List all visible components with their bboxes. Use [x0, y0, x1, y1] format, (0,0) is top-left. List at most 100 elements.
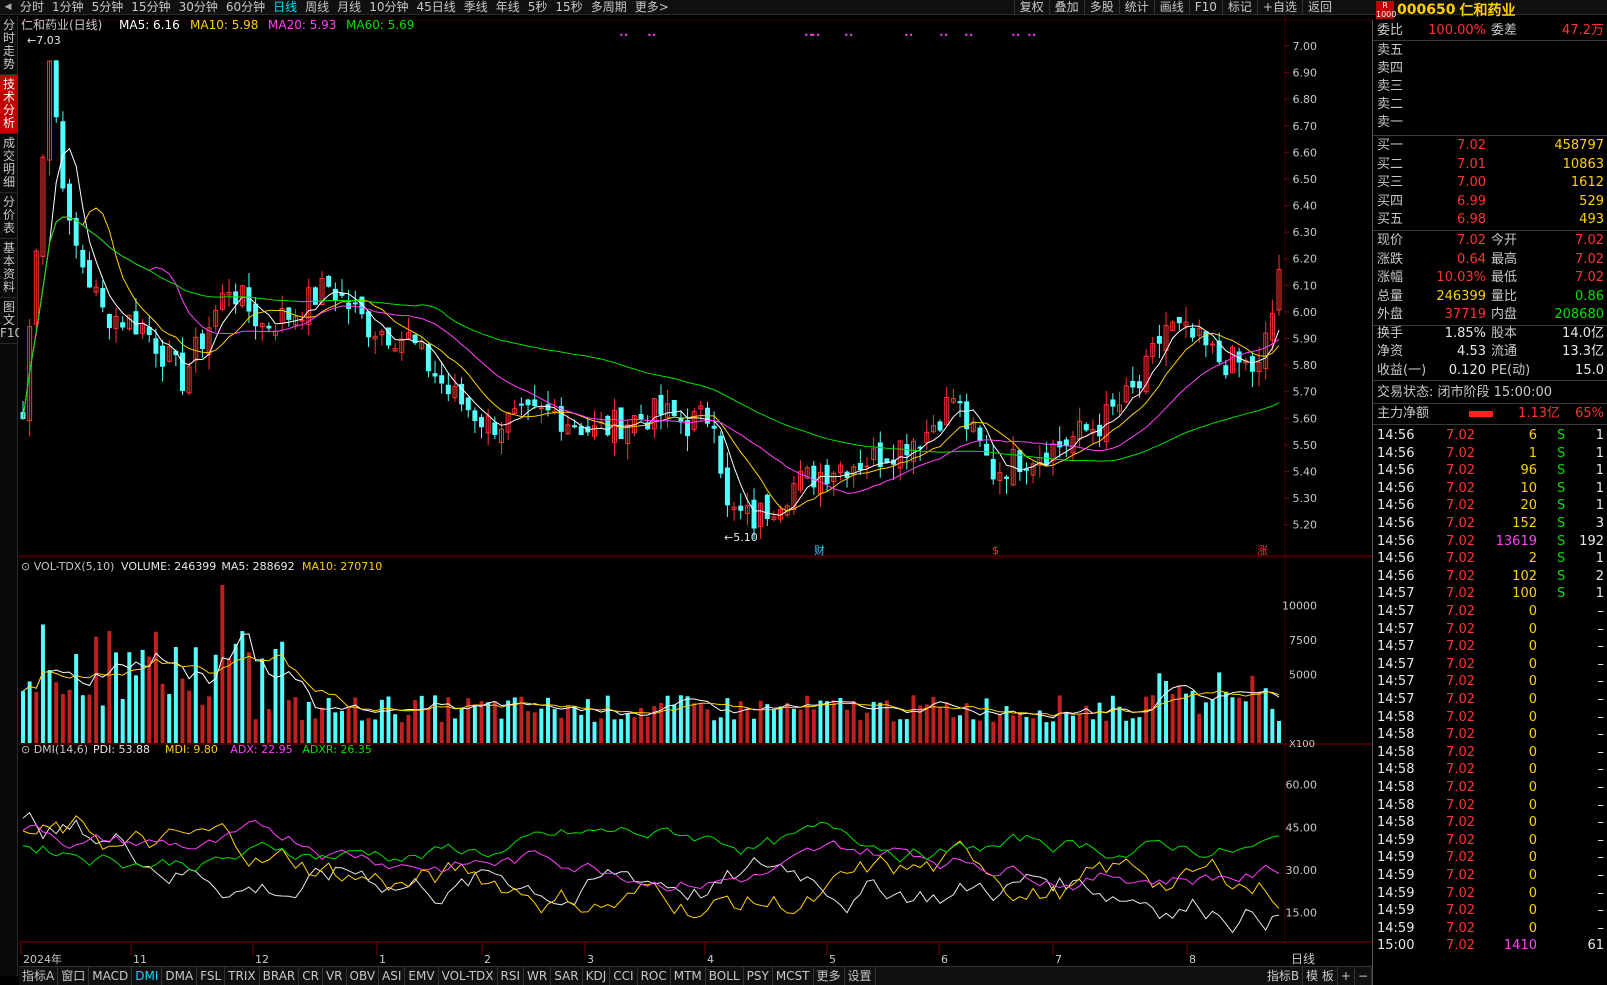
candle — [944, 386, 950, 426]
info-dot[interactable]: •• — [804, 31, 813, 40]
indicator-tab[interactable]: ASI — [379, 967, 406, 985]
tool-button[interactable]: 叠加 — [1048, 0, 1084, 14]
period-tab[interactable]: 分时 — [20, 0, 45, 14]
period-tab[interactable]: 年线 — [495, 0, 520, 14]
tool-button[interactable]: F10 — [1188, 0, 1222, 14]
candle — [937, 419, 943, 433]
indicator-tab[interactable]: VOL-TDX — [439, 967, 498, 985]
tick-price: 7.02 — [1446, 551, 1475, 567]
volume-bar — [393, 714, 398, 743]
tool-button[interactable]: 多股 — [1083, 0, 1119, 14]
period-tab[interactable]: 日线 — [273, 0, 298, 14]
indicator-tab[interactable]: CCI — [610, 967, 638, 985]
side-tab[interactable]: 分时走势 — [0, 16, 18, 75]
event-marker[interactable]: $ — [992, 544, 999, 557]
indicator-tab[interactable]: KDJ — [583, 967, 611, 985]
period-tab[interactable]: 60分钟 — [225, 0, 266, 14]
info-dot[interactable]: •• — [1027, 31, 1036, 40]
info-dot[interactable]: •• — [619, 31, 628, 40]
indicator-tab[interactable]: EMV — [405, 967, 439, 985]
info-dot[interactable]: •• — [939, 31, 948, 40]
tick-volume: 0 — [1528, 815, 1537, 831]
buy-level-price[interactable]: 6.99 — [1457, 193, 1486, 209]
indicator-tab[interactable]: ROC — [638, 967, 671, 985]
period-tab[interactable]: 1分钟 — [52, 0, 84, 14]
tool-button[interactable]: 返回 — [1301, 0, 1337, 14]
tool-button[interactable]: +自选 — [1256, 0, 1302, 14]
buy-level-price[interactable]: 7.01 — [1457, 156, 1486, 172]
candle — [871, 437, 877, 466]
indicator-tab[interactable]: MACD — [89, 967, 133, 985]
info-dot[interactable]: •• — [811, 31, 820, 40]
indicator-tab[interactable]: 更多 — [814, 967, 845, 985]
tick-count: 3 — [1595, 516, 1604, 531]
indicator-right-tab[interactable]: 模 板 — [1303, 967, 1338, 985]
indicator-tab[interactable]: SAR — [551, 967, 583, 985]
period-tab[interactable]: 15秒 — [555, 0, 583, 14]
side-tab[interactable]: 成交明细 — [0, 134, 18, 193]
candle — [1190, 323, 1196, 342]
indicator-tab[interactable]: RSI — [498, 967, 525, 985]
indicator-tab[interactable]: 设置 — [845, 967, 876, 985]
candle — [837, 461, 843, 481]
chart-area[interactable]: 7.00 6.90 6.80 6.70 6.60 6.50 6.40 6.30 6.20 6.10… — [19, 16, 1372, 966]
indicator-right-tab[interactable]: − — [1355, 967, 1372, 985]
indicator-tab[interactable]: WR — [524, 967, 552, 985]
period-tab[interactable]: 季线 — [463, 0, 488, 14]
indicator-tab[interactable]: DMA — [162, 967, 198, 985]
main-flow-label[interactable]: 主力净额 — [1377, 406, 1430, 421]
side-tab[interactable]: 基本资料 — [0, 239, 18, 298]
side-tab[interactable]: 技术分析 — [0, 75, 18, 134]
candle — [405, 317, 411, 341]
indicator-right-tab[interactable]: 指标B — [1264, 967, 1304, 985]
period-tab[interactable]: 30分钟 — [178, 0, 218, 14]
indicator-tab[interactable]: PSY — [744, 967, 773, 985]
period-tab[interactable]: 5分钟 — [91, 0, 124, 14]
period-tab[interactable]: 5秒 — [527, 0, 548, 14]
buy-level-price[interactable]: 6.98 — [1457, 212, 1486, 227]
tick-row: 14:56 7.02 96 S 1 — [1373, 462, 1607, 480]
tick-price: 7.02 — [1446, 445, 1475, 461]
period-tab[interactable]: 多周期 — [590, 0, 627, 14]
menu-arrow-icon[interactable]: ◀ — [4, 2, 12, 12]
tool-button[interactable]: 复权 — [1013, 0, 1049, 14]
indicator-tab[interactable]: 指标A — [19, 967, 59, 985]
volume-bar — [958, 715, 962, 743]
info-dot[interactable]: •• — [1011, 31, 1020, 40]
volume-bar — [133, 675, 138, 743]
buy-level-price[interactable]: 7.00 — [1457, 175, 1486, 190]
indicator-right-tab[interactable]: + — [1338, 967, 1355, 985]
candle — [970, 417, 976, 434]
indicator-tab[interactable]: 窗口 — [58, 967, 90, 985]
indicator-tab[interactable]: OBV — [347, 967, 380, 985]
period-tab[interactable]: 周线 — [305, 0, 330, 14]
kline-svg[interactable]: 7.00 6.90 6.80 6.70 6.60 6.50 6.40 6.30 6.20 6.10… — [19, 16, 1372, 966]
indicator-tab[interactable]: MCST — [773, 967, 814, 985]
indicator-tab[interactable]: MTM — [671, 967, 706, 985]
tool-button[interactable]: 画线 — [1153, 0, 1189, 14]
period-tab[interactable]: 10分钟 — [369, 0, 409, 14]
side-tab[interactable]: 图文F10 — [0, 298, 22, 344]
period-tab[interactable]: 15分钟 — [131, 0, 171, 14]
indicator-tab[interactable]: TRIX — [225, 967, 260, 985]
event-marker[interactable]: 财 — [814, 543, 825, 557]
event-marker[interactable]: 涨 — [1257, 544, 1268, 557]
tool-button[interactable]: 统计 — [1118, 0, 1154, 14]
indicator-tab[interactable]: FSL — [197, 967, 226, 985]
buy-level-price[interactable]: 7.02 — [1457, 138, 1486, 153]
tick-volume: 0 — [1528, 621, 1537, 637]
info-dot[interactable]: •• — [647, 31, 656, 40]
indicator-tab[interactable]: BOLL — [706, 967, 744, 985]
period-tab[interactable]: 45日线 — [416, 0, 456, 14]
indicator-tab[interactable]: CR — [299, 967, 323, 985]
side-tab[interactable]: 分价表 — [0, 193, 18, 239]
indicator-tab[interactable]: DMI — [132, 967, 163, 985]
info-dot[interactable]: •• — [964, 31, 973, 40]
period-tab[interactable]: 月线 — [337, 0, 362, 14]
indicator-tab[interactable]: VR — [323, 967, 347, 985]
period-tab[interactable]: 更多> — [634, 0, 669, 14]
indicator-tab[interactable]: BRAR — [260, 967, 300, 985]
tool-button[interactable]: 标记 — [1221, 0, 1257, 14]
info-dot[interactable]: •• — [904, 31, 913, 40]
info-dot[interactable]: •• — [844, 31, 853, 40]
